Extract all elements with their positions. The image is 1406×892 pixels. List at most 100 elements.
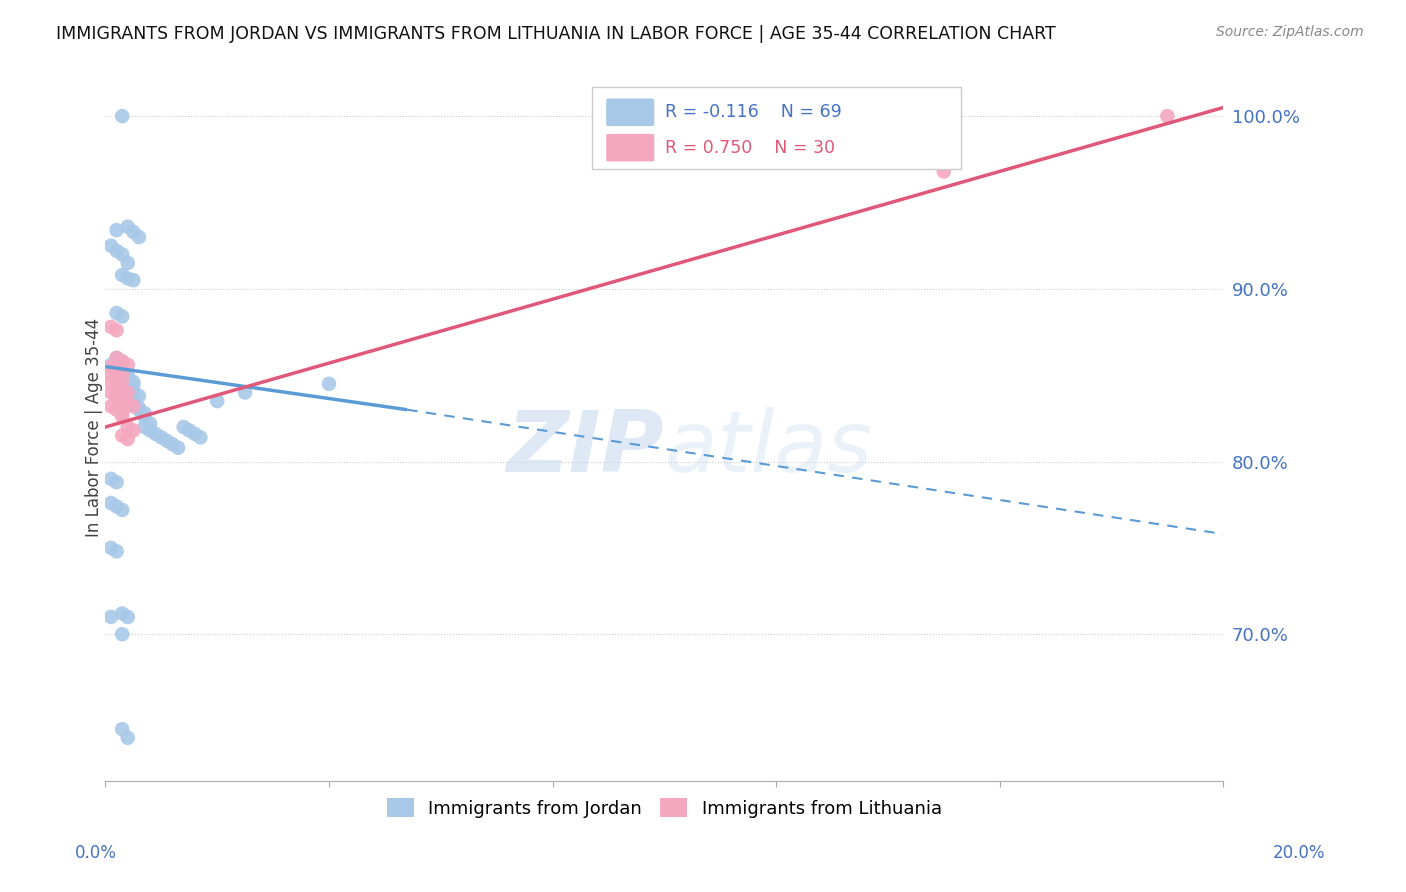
Point <box>117 219 139 234</box>
Point <box>932 164 955 178</box>
Point <box>117 358 139 372</box>
Point <box>139 417 162 431</box>
Point <box>111 365 134 379</box>
Point <box>100 610 122 624</box>
Point <box>111 389 134 403</box>
Point <box>111 406 134 420</box>
Point <box>145 426 167 441</box>
Point <box>117 371 139 385</box>
Point <box>318 376 340 391</box>
Point <box>122 396 145 410</box>
Point <box>162 437 184 451</box>
Point <box>128 230 150 244</box>
Point <box>105 244 128 258</box>
FancyBboxPatch shape <box>606 134 654 161</box>
Point <box>117 385 139 400</box>
Point <box>139 424 162 438</box>
Point <box>111 409 134 424</box>
Text: R = 0.750    N = 30: R = 0.750 N = 30 <box>665 138 835 157</box>
Point <box>233 385 256 400</box>
Point <box>100 358 122 372</box>
Point <box>122 225 145 239</box>
Point <box>134 406 156 420</box>
Point <box>100 375 122 389</box>
Point <box>100 496 122 510</box>
Point <box>111 392 134 407</box>
Text: Source: ZipAtlas.com: Source: ZipAtlas.com <box>1216 25 1364 39</box>
Point <box>111 368 134 383</box>
Point <box>105 544 128 558</box>
Point <box>111 109 134 123</box>
Point <box>167 441 190 455</box>
Point <box>105 402 128 417</box>
FancyBboxPatch shape <box>592 87 960 169</box>
Point <box>122 375 145 389</box>
Point <box>134 420 156 434</box>
Point <box>105 385 128 400</box>
Point <box>128 401 150 415</box>
Point <box>111 268 134 282</box>
Text: 0.0%: 0.0% <box>75 844 117 862</box>
Point <box>205 394 228 409</box>
Point <box>111 378 134 392</box>
Point <box>111 627 134 641</box>
Point <box>111 503 134 517</box>
Text: 20.0%: 20.0% <box>1272 844 1326 862</box>
Point <box>111 373 134 387</box>
Point <box>100 238 122 252</box>
Point <box>100 399 122 413</box>
Legend: Immigrants from Jordan, Immigrants from Lithuania: Immigrants from Jordan, Immigrants from … <box>380 791 949 825</box>
Point <box>111 382 134 396</box>
Point <box>117 256 139 270</box>
Point <box>100 359 122 374</box>
FancyBboxPatch shape <box>606 98 654 126</box>
Point <box>122 378 145 392</box>
Point <box>105 306 128 320</box>
Point <box>111 367 134 381</box>
Point <box>111 354 134 368</box>
Point <box>111 607 134 621</box>
Point <box>100 319 122 334</box>
Point <box>173 420 195 434</box>
Point <box>128 389 150 403</box>
Text: atlas: atlas <box>665 407 872 490</box>
Point <box>117 394 139 409</box>
Point <box>105 389 128 403</box>
Point <box>111 247 134 261</box>
Point <box>100 367 122 381</box>
Point <box>122 424 145 438</box>
Point <box>117 368 139 383</box>
Point <box>105 223 128 237</box>
Point <box>117 382 139 396</box>
Point <box>100 385 122 400</box>
Point <box>184 426 207 441</box>
Point <box>190 430 212 444</box>
Point <box>100 541 122 555</box>
Point <box>105 323 128 337</box>
Point <box>117 610 139 624</box>
Point <box>128 402 150 417</box>
Point <box>105 378 128 392</box>
Point <box>117 375 139 389</box>
Point <box>156 434 179 448</box>
Point <box>117 271 139 285</box>
Point <box>134 409 156 424</box>
Point <box>105 500 128 514</box>
Point <box>122 273 145 287</box>
Point <box>122 399 145 413</box>
Point <box>111 310 134 324</box>
Point <box>1156 109 1178 123</box>
Point <box>111 354 134 368</box>
Point <box>105 475 128 490</box>
Point <box>105 351 128 365</box>
Point <box>117 731 139 745</box>
Point <box>105 363 128 377</box>
Text: ZIP: ZIP <box>506 407 665 490</box>
Text: R = -0.116    N = 69: R = -0.116 N = 69 <box>665 103 842 121</box>
Point <box>117 420 139 434</box>
Point <box>111 371 134 385</box>
Y-axis label: In Labor Force | Age 35-44: In Labor Force | Age 35-44 <box>86 318 103 537</box>
Point <box>122 385 145 400</box>
Point <box>111 428 134 442</box>
Point <box>179 424 201 438</box>
